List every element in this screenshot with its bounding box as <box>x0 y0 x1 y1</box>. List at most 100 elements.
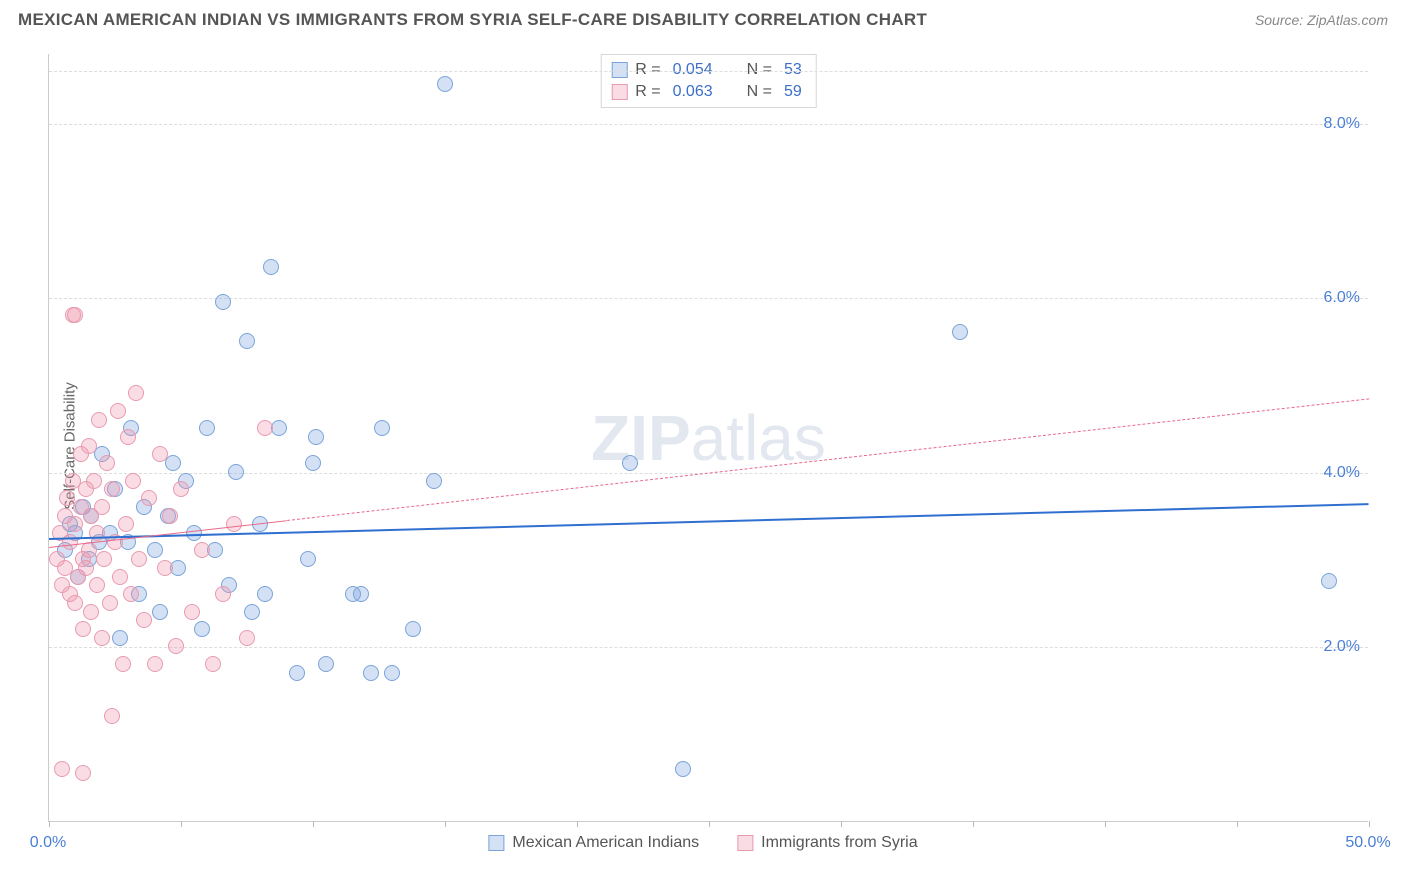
trendline <box>287 399 1369 522</box>
data-point <box>131 551 147 567</box>
data-point <box>67 516 83 532</box>
data-point <box>99 455 115 471</box>
data-point <box>125 473 141 489</box>
legend-row: R = 0.063 N = 59 <box>611 81 806 103</box>
data-point <box>91 412 107 428</box>
data-point <box>54 761 70 777</box>
data-point <box>112 569 128 585</box>
gridline <box>49 124 1368 125</box>
gridline <box>49 298 1368 299</box>
data-point <box>67 595 83 611</box>
data-point <box>165 455 181 471</box>
data-point <box>405 621 421 637</box>
data-point <box>305 455 321 471</box>
data-point <box>104 481 120 497</box>
legend-row: R =0.054N =53 <box>611 59 806 81</box>
data-point <box>257 420 273 436</box>
series-legend-item: Mexican American Indians <box>488 834 699 852</box>
data-point <box>318 656 334 672</box>
data-point <box>239 333 255 349</box>
x-tick <box>445 821 446 827</box>
plot-area: ZIPatlas R =0.054N =53R =0.063N =59 2.0%… <box>48 54 1368 822</box>
x-tick-label: 50.0% <box>1345 834 1390 852</box>
chart-title: MEXICAN AMERICAN INDIAN VS IMMIGRANTS FR… <box>18 10 927 30</box>
data-point <box>75 765 91 781</box>
y-tick-label: 6.0% <box>1324 289 1360 307</box>
trendline <box>49 503 1369 540</box>
data-point <box>205 656 221 672</box>
x-tick <box>841 821 842 827</box>
data-point <box>1321 573 1337 589</box>
x-tick <box>577 821 578 827</box>
data-point <box>75 621 91 637</box>
x-tick <box>1105 821 1106 827</box>
data-point <box>426 473 442 489</box>
series-legend-label: Immigrants from Syria <box>761 834 917 852</box>
data-point <box>157 560 173 576</box>
x-tick-label: 0.0% <box>30 834 66 852</box>
x-tick <box>973 821 974 827</box>
data-point <box>112 630 128 646</box>
legend-r-label: R = <box>635 61 660 79</box>
data-point <box>162 508 178 524</box>
x-tick <box>709 821 710 827</box>
data-point <box>675 761 691 777</box>
data-point <box>184 604 200 620</box>
data-point <box>308 429 324 445</box>
data-point <box>81 542 97 558</box>
data-point <box>952 324 968 340</box>
series-legend-label: Mexican American Indians <box>512 834 699 852</box>
data-point <box>128 385 144 401</box>
data-point <box>374 420 390 436</box>
chart-source: Source: ZipAtlas.com <box>1255 12 1388 28</box>
data-point <box>123 586 139 602</box>
y-tick-label: 2.0% <box>1324 638 1360 656</box>
gridline <box>49 71 1368 72</box>
data-point <box>104 708 120 724</box>
data-point <box>300 551 316 567</box>
legend-swatch <box>611 84 627 100</box>
data-point <box>141 490 157 506</box>
data-point <box>110 403 126 419</box>
data-point <box>168 638 184 654</box>
data-point <box>437 76 453 92</box>
y-tick-label: 8.0% <box>1324 115 1360 133</box>
data-point <box>622 455 638 471</box>
x-tick <box>313 821 314 827</box>
legend-swatch <box>737 835 753 851</box>
chart-header: MEXICAN AMERICAN INDIAN VS IMMIGRANTS FR… <box>0 0 1406 36</box>
data-point <box>353 586 369 602</box>
data-point <box>228 464 244 480</box>
data-point <box>81 438 97 454</box>
data-point <box>152 446 168 462</box>
data-point <box>194 621 210 637</box>
data-point <box>94 499 110 515</box>
data-point <box>115 656 131 672</box>
data-point <box>215 294 231 310</box>
legend-r-value: 0.063 <box>669 83 717 101</box>
data-point <box>94 630 110 646</box>
gridline <box>49 647 1368 648</box>
data-point <box>215 586 231 602</box>
x-tick <box>181 821 182 827</box>
legend-n-value: 53 <box>780 61 806 79</box>
data-point <box>363 665 379 681</box>
data-point <box>62 534 78 550</box>
data-point <box>120 429 136 445</box>
series-legend-item: Immigrants from Syria <box>737 834 917 852</box>
data-point <box>194 542 210 558</box>
data-point <box>136 612 152 628</box>
legend-r-value: 0.054 <box>669 61 717 79</box>
x-tick <box>49 821 50 827</box>
legend-n-label: N = <box>747 83 772 101</box>
x-tick <box>1369 821 1370 827</box>
legend-r-label: R = <box>635 83 660 101</box>
data-point <box>384 665 400 681</box>
data-point <box>226 516 242 532</box>
data-point <box>239 630 255 646</box>
data-point <box>199 420 215 436</box>
data-point <box>263 259 279 275</box>
legend-n-value: 59 <box>780 83 806 101</box>
x-tick <box>1237 821 1238 827</box>
data-point <box>173 481 189 497</box>
